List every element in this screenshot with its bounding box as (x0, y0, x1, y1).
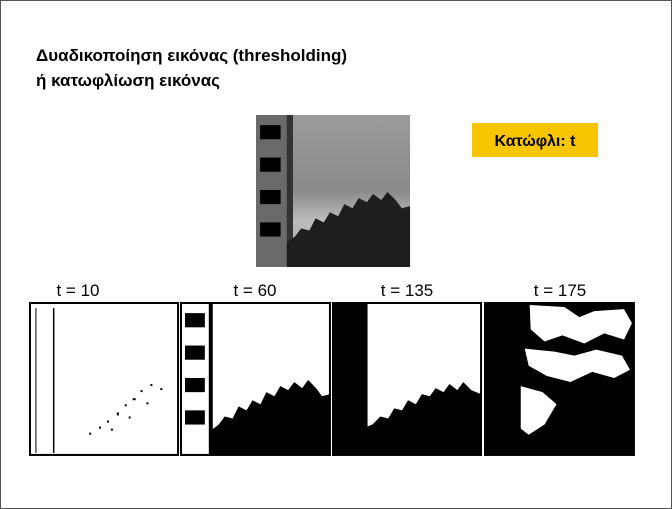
title-line: ή κατωφλίωση εικόνας (36, 71, 220, 90)
threshold-box (472, 123, 598, 157)
original-image (256, 115, 411, 267)
panel-label: t = 10 (56, 281, 99, 300)
title-line: Δυαδικοποίηση εικόνας (thresholding) (36, 46, 347, 65)
threshold-image (332, 301, 483, 456)
panel-label: t = 60 (233, 281, 276, 300)
threshold-image (29, 301, 180, 456)
panel-label: t = 135 (381, 281, 433, 300)
threshold-image (180, 301, 331, 456)
threshold-label: Κατώφλι: t (495, 133, 577, 150)
threshold-image (484, 301, 635, 456)
panel-label: t = 175 (534, 281, 586, 300)
